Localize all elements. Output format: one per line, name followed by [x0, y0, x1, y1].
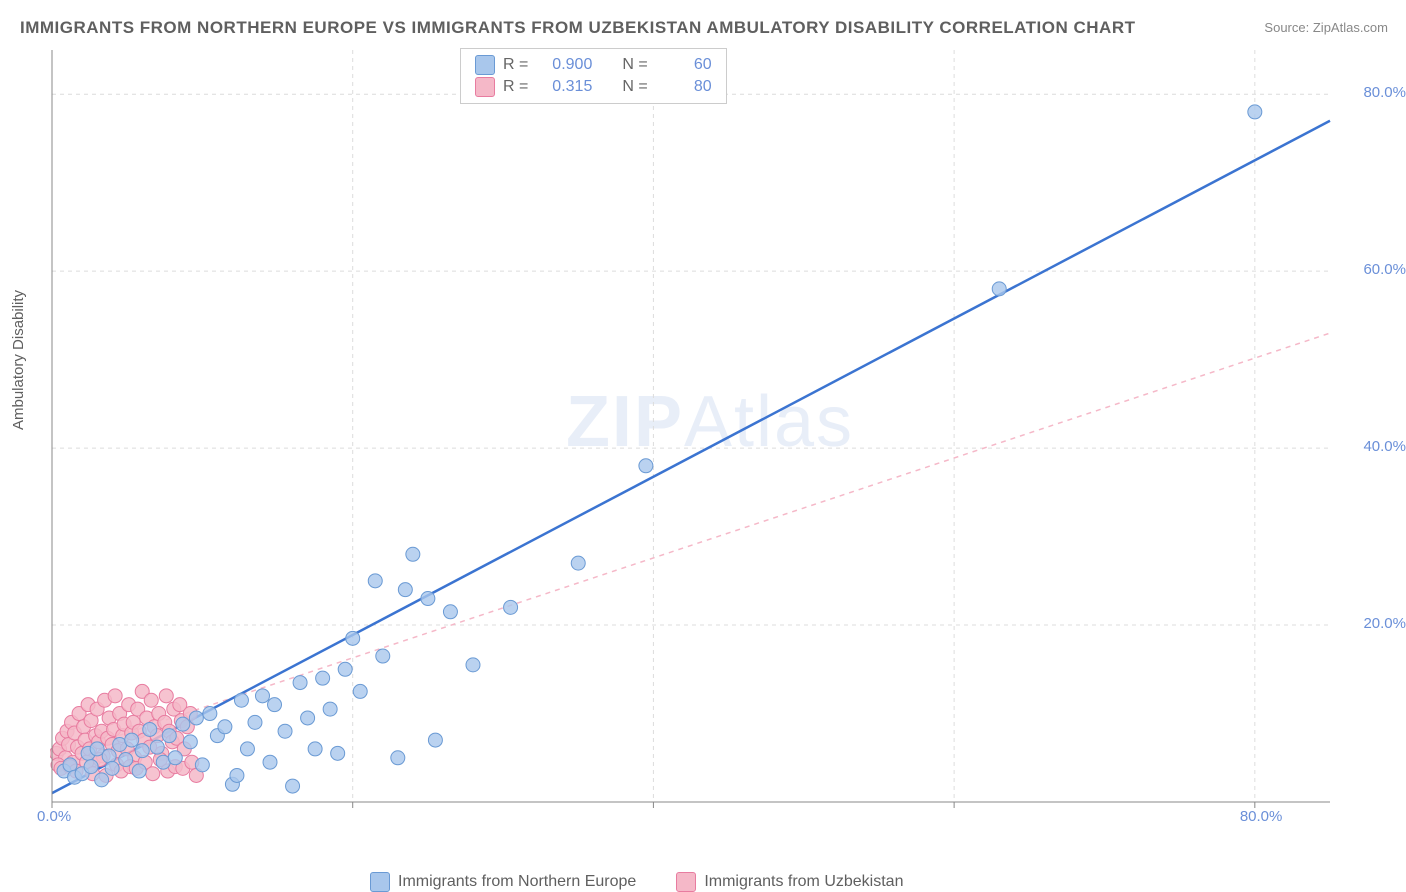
source-attribution: Source: ZipAtlas.com [1264, 20, 1388, 35]
y-axis-label: Ambulatory Disability [10, 290, 27, 430]
source-label: Source: [1264, 20, 1309, 35]
chart-title: IMMIGRANTS FROM NORTHERN EUROPE VS IMMIG… [20, 18, 1136, 38]
legend-correlation-box: R = 0.900 N = 60 R = 0.315 N = 80 [460, 48, 727, 104]
r-value-series1: 0.900 [536, 56, 592, 74]
swatch-series1-bottom [370, 872, 390, 892]
chart-svg [50, 48, 1370, 828]
source-value: ZipAtlas.com [1313, 20, 1388, 35]
swatch-series2-bottom [676, 872, 696, 892]
legend-entry-series2: Immigrants from Uzbekistan [676, 872, 903, 892]
y-tick-label: 60.0% [1363, 261, 1406, 278]
n-label: N = [622, 56, 647, 74]
legend-row-series1: R = 0.900 N = 60 [475, 55, 712, 75]
series1-name: Immigrants from Northern Europe [398, 873, 636, 891]
swatch-series1 [475, 55, 495, 75]
n-value-series1: 60 [656, 56, 712, 74]
n-value-series2: 80 [656, 78, 712, 96]
swatch-series2 [475, 77, 495, 97]
y-tick-label: 40.0% [1363, 438, 1406, 455]
n-label: N = [622, 78, 647, 96]
y-tick-label: 20.0% [1363, 615, 1406, 632]
r-value-series2: 0.315 [536, 78, 592, 96]
y-tick-label: 80.0% [1363, 84, 1406, 101]
x-tick-label: 80.0% [1240, 808, 1283, 825]
legend-row-series2: R = 0.315 N = 80 [475, 77, 712, 97]
r-label: R = [503, 56, 528, 74]
x-tick-label: 0.0% [37, 808, 71, 825]
series2-name: Immigrants from Uzbekistan [704, 873, 903, 891]
legend-series-names: Immigrants from Northern Europe Immigran… [370, 872, 903, 892]
plot-area: ZIPAtlas 20.0%40.0%60.0%80.0%0.0%80.0% [50, 48, 1370, 828]
legend-entry-series1: Immigrants from Northern Europe [370, 872, 636, 892]
r-label: R = [503, 78, 528, 96]
